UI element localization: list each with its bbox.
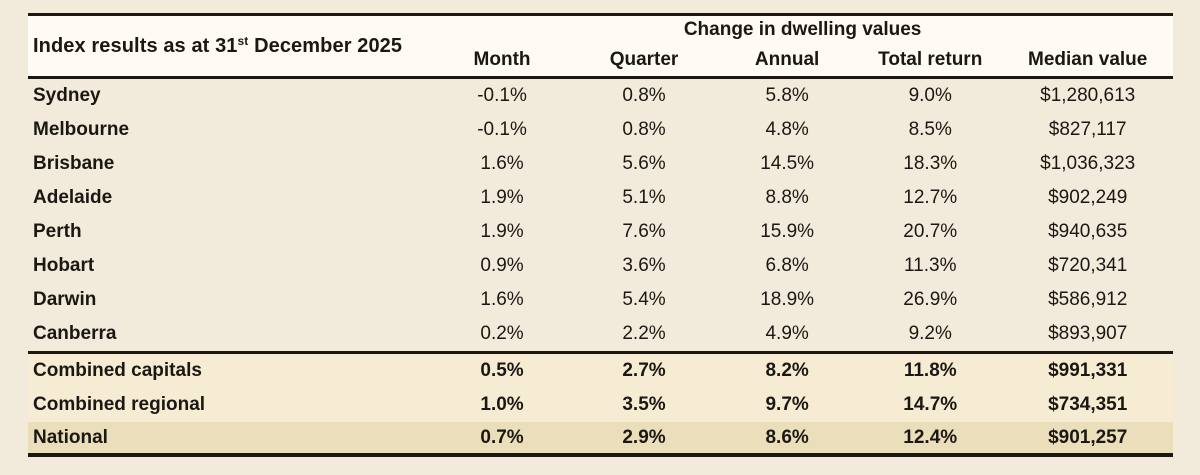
cell-median-value: $1,280,613 — [1040, 85, 1136, 106]
table-row-brisbane: Brisbane 1.6% 5.6% 14.5% 18.3% $1,036,323 — [28, 147, 1173, 181]
cell-median-value: $893,907 — [1048, 323, 1128, 344]
row-label: Sydney — [33, 85, 101, 106]
cell-annual: 8.2% — [716, 351, 859, 388]
table-row-combined-regional: Combined regional 1.0% 3.5% 9.7% 14.7% $734,3… — [28, 388, 1173, 422]
cell-quarter: 5.4% — [622, 289, 666, 310]
row-label: Perth — [33, 221, 82, 242]
cell-median-value: $734,351 — [1048, 394, 1128, 415]
table-row-darwin: Darwin 1.6% 5.4% 18.9% 26.9% $586,912 — [28, 283, 1173, 317]
cell-total-return: 11.8% — [858, 351, 1003, 388]
column-header-month: Month — [432, 43, 572, 79]
cell-annual: 14.5% — [760, 153, 815, 174]
cell-median-value: $586,912 — [1048, 289, 1128, 310]
cell-annual: 4.9% — [765, 323, 809, 344]
cell-total-return: 12.7% — [903, 187, 958, 208]
cell-total-return: 8.5% — [908, 119, 952, 140]
cell-annual: 5.8% — [765, 85, 809, 106]
column-header-annual: Annual — [716, 43, 859, 79]
column-header-row: Month Quarter Annual Total return Median val… — [28, 43, 1173, 79]
cell-median-value: $940,635 — [1048, 221, 1128, 242]
cell-month: 0.9% — [480, 255, 524, 276]
table-row-melbourne: Melbourne -0.1% 0.8% 4.8% 8.5% $827,117 — [28, 113, 1173, 147]
cell-month: -0.1% — [477, 119, 527, 140]
cell-total-return: 26.9% — [903, 289, 958, 310]
table-row-perth: Perth 1.9% 7.6% 15.9% 20.7% $940,635 — [28, 215, 1173, 249]
row-label: National — [33, 426, 108, 448]
cell-quarter: 2.2% — [622, 323, 666, 344]
table-title-text: Index results as at 31 — [33, 34, 238, 57]
cell-median-value: $901,257 — [1048, 426, 1128, 448]
row-label: Darwin — [33, 289, 97, 310]
cell-median-value: $720,341 — [1048, 255, 1128, 276]
title-superscript: st — [237, 33, 249, 48]
cell-quarter: 3.6% — [622, 255, 666, 276]
table-body: Sydney -0.1% 0.8% 5.8% 9.0% $1,280,613 Melbour… — [28, 77, 1173, 455]
row-label: Brisbane — [33, 153, 115, 174]
column-header-total-return: Total return — [858, 43, 1003, 79]
cell-annual: 6.8% — [765, 255, 809, 276]
cell-total-return: 14.7% — [903, 394, 958, 415]
row-label: Melbourne — [33, 119, 130, 140]
table-row-national: National 0.7% 2.9% 8.6% 12.4% $901,257 — [28, 422, 1173, 455]
cell-total-return: 20.7% — [903, 221, 958, 242]
index-results-table: Index results as at 31st December 2025 C… — [28, 13, 1173, 457]
cell-quarter: 5.1% — [622, 187, 666, 208]
table-header: Index results as at 31st December 2025 C… — [28, 14, 1173, 79]
cell-total-return: 9.0% — [908, 85, 952, 106]
table-title: Index results as at 31st December 2025 — [28, 14, 433, 79]
cell-median-value: $827,117 — [1048, 119, 1127, 140]
cell-median-value: $1,036,323 — [1040, 153, 1136, 174]
table-row-sydney: Sydney -0.1% 0.8% 5.8% 9.0% $1,280,613 — [28, 77, 1173, 113]
cell-quarter: 0.8% — [622, 85, 666, 106]
table-title-text-rest: December 2025 — [248, 34, 403, 57]
cell-quarter: 3.5% — [622, 394, 666, 415]
table-row-canberra: Canberra 0.2% 2.2% 4.9% 9.2% $893,907 — [28, 317, 1173, 353]
column-header-quarter: Quarter — [571, 43, 717, 79]
row-label: Combined regional — [33, 394, 206, 415]
group-header-row: Index results as at 31st December 2025 C… — [28, 14, 1173, 79]
table-row-hobart: Hobart 0.9% 3.6% 6.8% 11.3% $720,341 — [28, 249, 1173, 283]
cell-month: 0.5% — [432, 351, 572, 388]
row-label: Adelaide — [33, 187, 113, 208]
column-header-median-value: Median value — [1002, 43, 1173, 79]
cell-total-return: 18.3% — [903, 153, 958, 174]
cell-total-return: 11.3% — [904, 255, 957, 276]
cell-median-value: $991,331 — [1002, 351, 1173, 388]
cell-median-value: $902,249 — [1048, 187, 1128, 208]
cell-annual: 8.8% — [765, 187, 809, 208]
cell-month: 1.9% — [480, 187, 524, 208]
cell-annual: 4.8% — [765, 119, 809, 140]
index-results-page: Index results as at 31st December 2025 C… — [0, 13, 1200, 475]
table-row-adelaide: Adelaide 1.9% 5.1% 8.8% 12.7% $902,249 — [28, 181, 1173, 215]
cell-month: 1.0% — [480, 394, 524, 415]
cell-month: 1.6% — [480, 153, 524, 174]
cell-month: 1.9% — [480, 221, 524, 242]
table-row-combined-capitals: Combined capitals 0.5% 2.7% 8.2% 11.8% $991,3… — [28, 351, 1173, 388]
cell-quarter: 2.7% — [571, 351, 717, 388]
cell-month: -0.1% — [477, 85, 527, 106]
row-label: Combined capitals — [28, 351, 433, 388]
cell-annual: 9.7% — [765, 394, 809, 415]
cell-total-return: 12.4% — [903, 426, 958, 448]
cell-quarter: 2.9% — [622, 426, 666, 448]
cell-month: 1.6% — [480, 289, 524, 310]
cell-quarter: 7.6% — [622, 221, 666, 242]
cell-total-return: 9.2% — [908, 323, 952, 344]
cell-annual: 18.9% — [760, 289, 815, 310]
group-header-change-in-dwelling-values: Change in dwelling values — [683, 18, 922, 40]
cell-annual: 15.9% — [760, 221, 815, 242]
row-label: Hobart — [33, 255, 95, 276]
cell-month: 0.7% — [480, 426, 524, 448]
cell-quarter: 5.6% — [622, 153, 666, 174]
cell-quarter: 0.8% — [622, 119, 666, 140]
cell-month: 0.2% — [480, 323, 524, 344]
cell-annual: 8.6% — [765, 426, 809, 448]
row-label: Canberra — [33, 323, 117, 344]
